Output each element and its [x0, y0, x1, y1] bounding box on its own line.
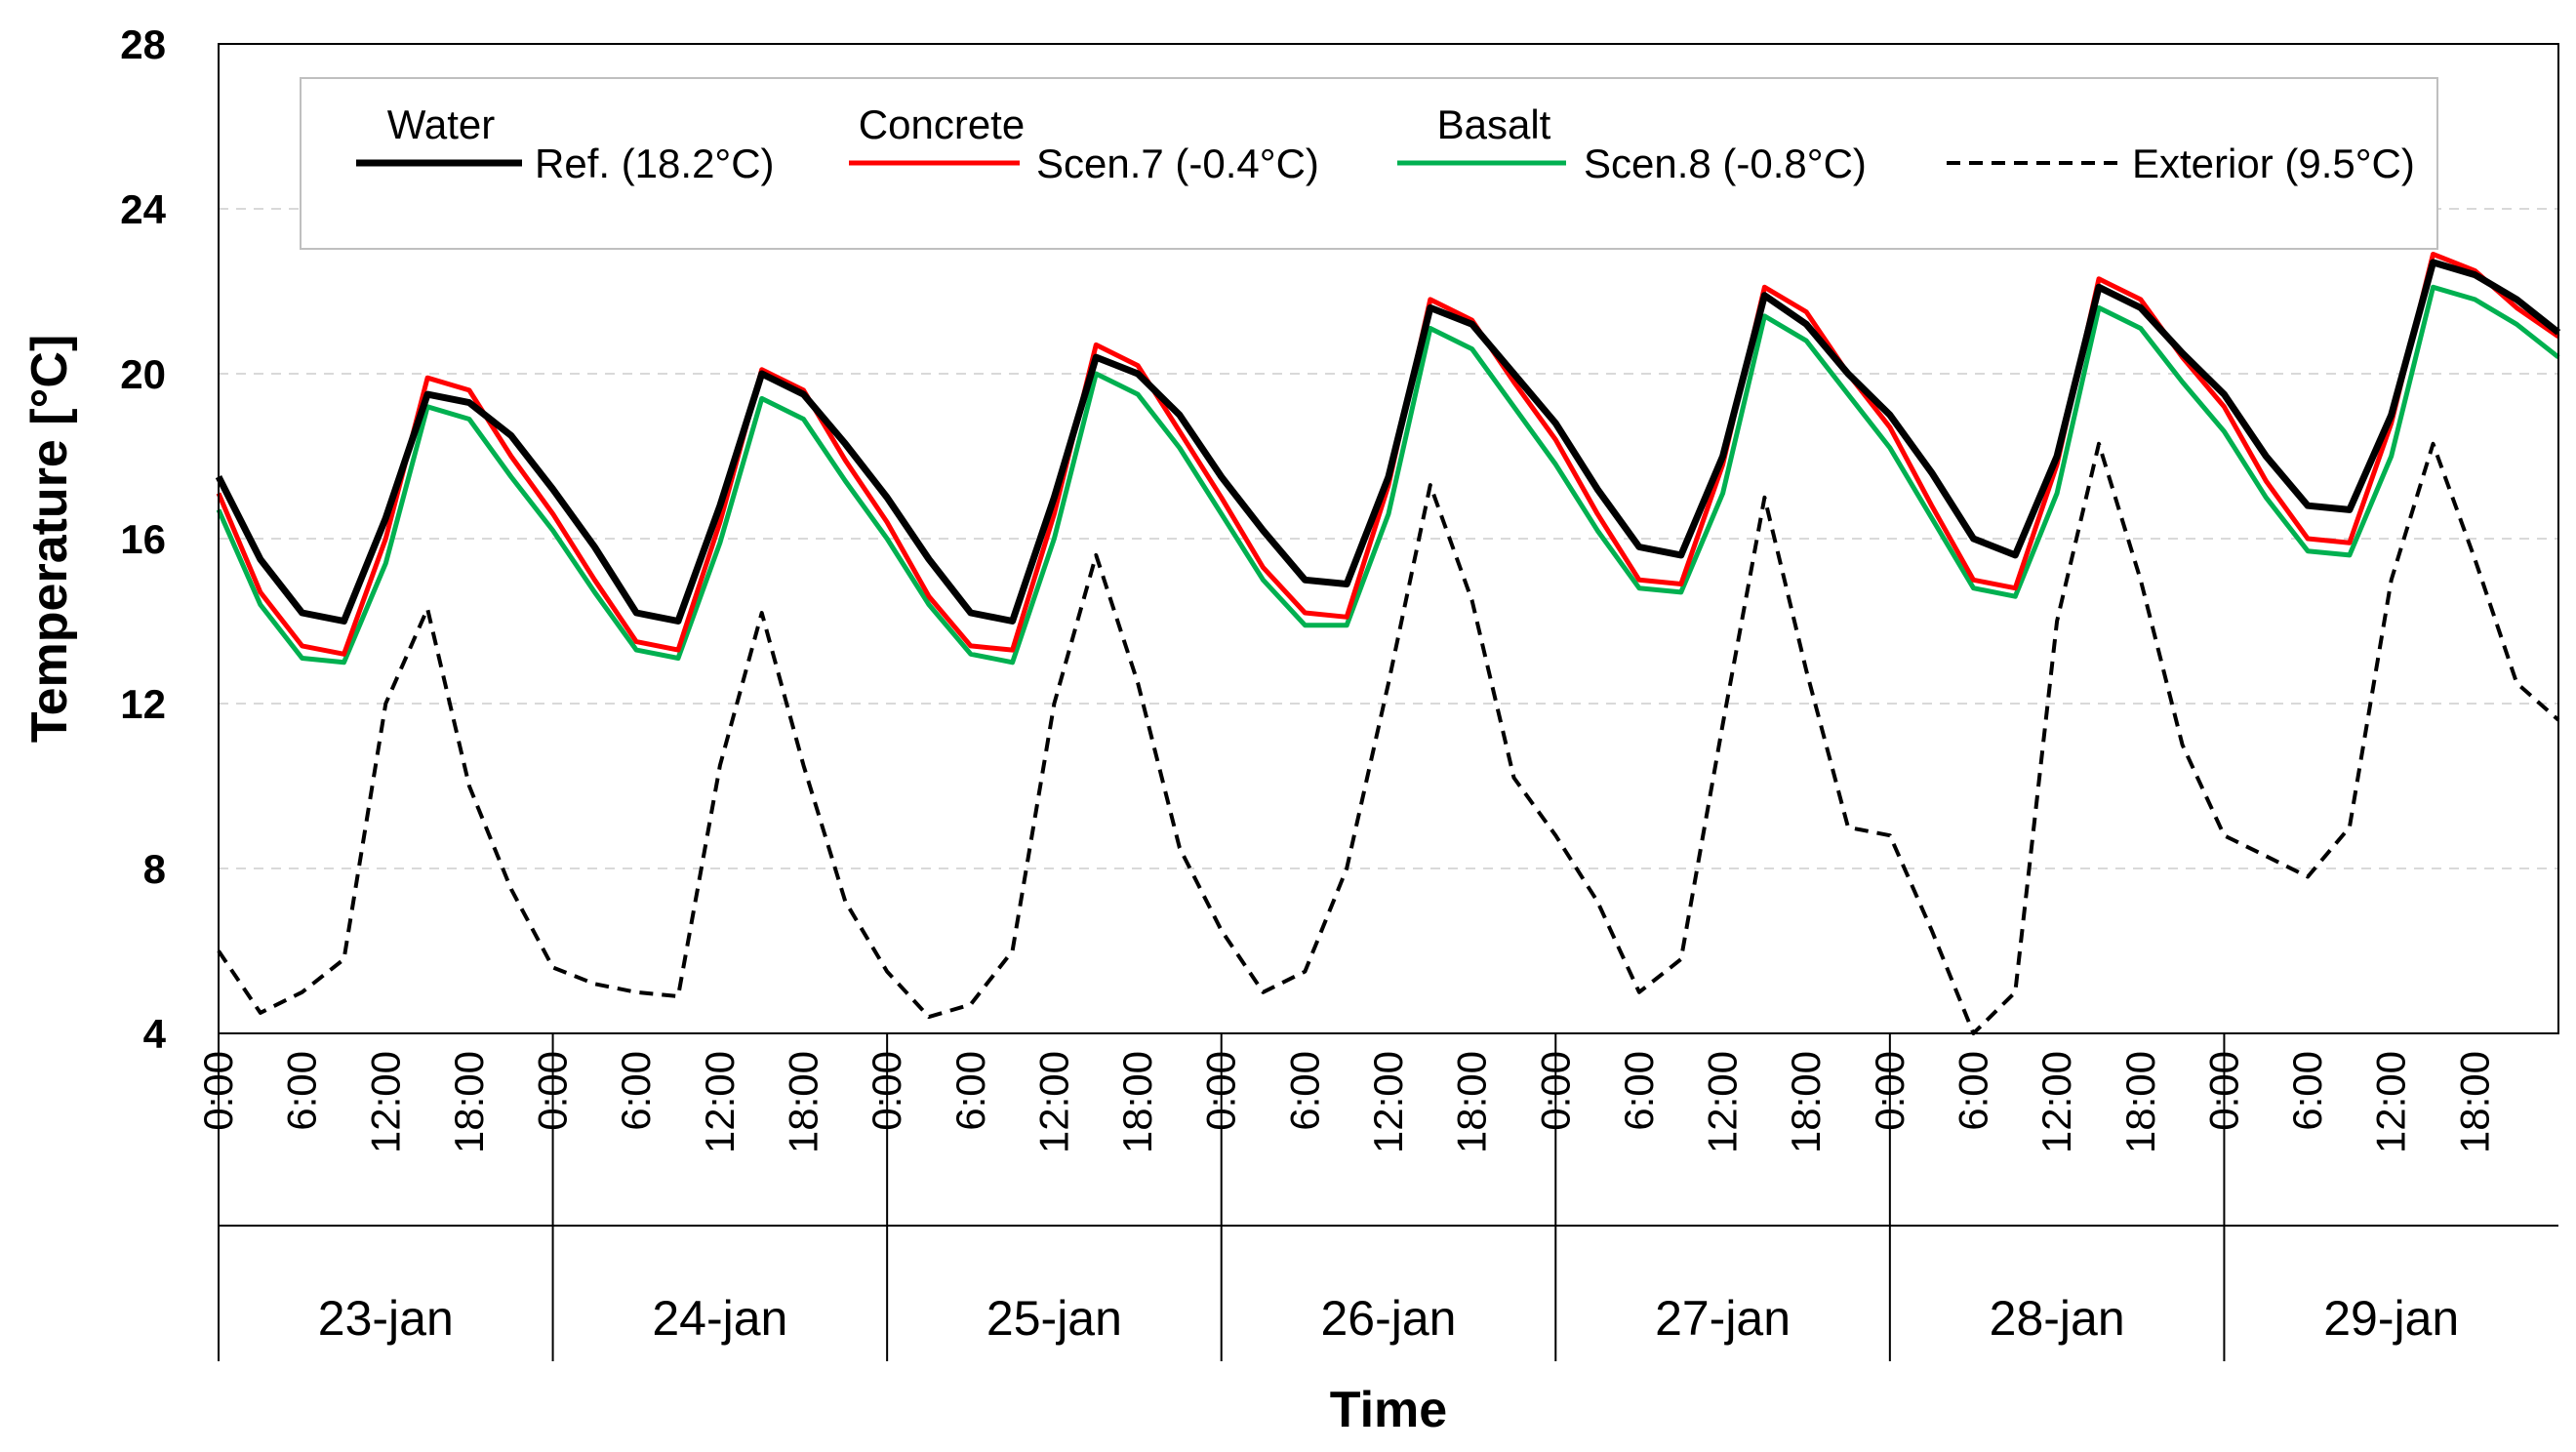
series-line	[217, 441, 2560, 1035]
y-tick-label: 12	[120, 681, 166, 727]
x-tick-label: 12:00	[2368, 1051, 2414, 1153]
x-tick-label: 12:00	[2033, 1051, 2079, 1153]
y-axis-title: Temperature [°C]	[21, 335, 78, 744]
x-tick-label: 12:00	[362, 1051, 408, 1153]
y-tick-label: 4	[143, 1011, 167, 1057]
x-tick-label: 18:00	[1449, 1051, 1495, 1153]
x-tick-label: 12:00	[1365, 1051, 1411, 1153]
x-tick-label: 6:00	[1281, 1051, 1327, 1131]
day-label: 27-jan	[1655, 1291, 1791, 1346]
day-label: 29-jan	[2323, 1291, 2459, 1346]
x-tick-label: 0:00	[1532, 1051, 1578, 1131]
x-tick-label: 0:00	[864, 1051, 909, 1131]
x-tick-label: 6:00	[947, 1051, 993, 1131]
x-tick-label: 18:00	[781, 1051, 826, 1153]
legend-material-label: Water	[387, 101, 495, 147]
y-axis: 4 8 12 16 20 24 28	[120, 21, 166, 1057]
series-line	[216, 252, 2560, 657]
x-tick-label: 6:00	[1951, 1051, 1996, 1131]
day-label: 28-jan	[1990, 1291, 2125, 1346]
x-tick-label: 18:00	[2117, 1051, 2163, 1153]
x-tick-label: 12:00	[697, 1051, 743, 1153]
y-tick-label: 20	[120, 351, 166, 397]
x-tick-label: 0:00	[2200, 1051, 2246, 1131]
x-tick-label: 12:00	[1700, 1051, 1746, 1153]
y-tick-label: 28	[120, 21, 166, 67]
legend-material-label: Concrete	[859, 101, 1025, 147]
legend-label: Scen.8 (-0.8°C)	[1584, 141, 1867, 186]
x-tick-label: 6:00	[279, 1051, 325, 1131]
x-tick-label: 6:00	[1616, 1051, 1662, 1131]
legend-box	[300, 77, 2438, 250]
x-tick-label: 18:00	[1114, 1051, 1160, 1153]
series-line	[215, 259, 2561, 625]
y-tick-label: 16	[120, 516, 166, 562]
day-label: 23-jan	[318, 1291, 454, 1346]
legend-label: Exterior (9.5°C)	[2132, 141, 2415, 186]
x-tick-label: 18:00	[2451, 1051, 2497, 1153]
x-tick-label: 0:00	[530, 1051, 576, 1131]
x-tick-label: 6:00	[613, 1051, 659, 1131]
x-tick-label: 18:00	[446, 1051, 492, 1153]
y-tick-label: 24	[120, 186, 166, 232]
x-tick-label: 0:00	[195, 1051, 241, 1131]
y-tick-label: 8	[143, 846, 166, 892]
series-lines	[215, 252, 2561, 1035]
plot-area-border	[218, 43, 2559, 1034]
x-axis: 0:00 6:00 12:00 18:00 23-jan 0:00 6:00 12:00 18:…	[195, 1033, 2558, 1361]
day-label: 24-jan	[652, 1291, 787, 1346]
x-tick-label: 0:00	[1198, 1051, 1244, 1131]
legend-label: Scen.7 (-0.4°C)	[1036, 141, 1319, 186]
x-tick-label: 0:00	[1867, 1051, 1912, 1131]
x-tick-label: 12:00	[1030, 1051, 1076, 1153]
legend: Ref. (18.2°C) Water Scen.7 (-0.4°C)Concret…	[300, 77, 2438, 250]
day-label: 26-jan	[1321, 1291, 1457, 1346]
legend-label: Ref. (18.2°C)	[535, 141, 775, 186]
legend-material-label: Basalt	[1437, 101, 1551, 147]
x-axis-title: Time	[1330, 1382, 1447, 1438]
x-tick-label: 6:00	[2284, 1051, 2330, 1131]
day-label: 25-jan	[986, 1291, 1122, 1346]
x-tick-label: 18:00	[1783, 1051, 1829, 1153]
series-line	[216, 284, 2560, 666]
